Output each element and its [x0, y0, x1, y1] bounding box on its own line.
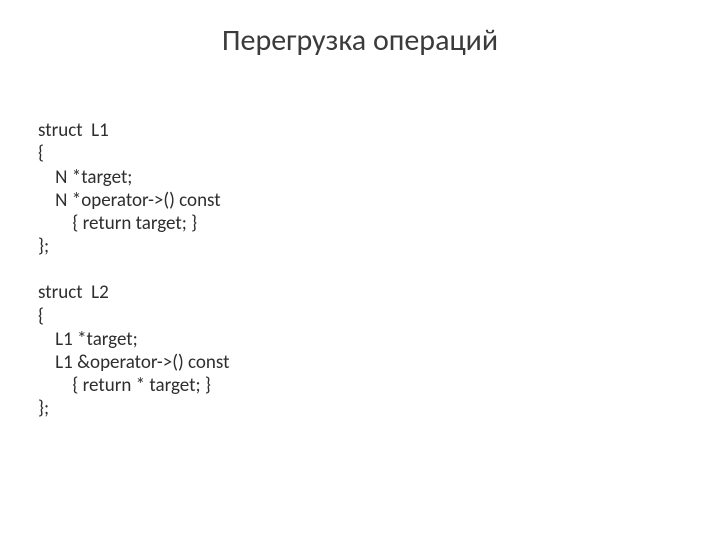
code-line: }; — [38, 235, 49, 258]
slide: Перегрузка операций struct L1 { N *targe… — [0, 0, 720, 540]
code-line: { return * target; } — [38, 374, 211, 397]
code-line: L1 *target; — [38, 328, 138, 351]
code-line: { — [38, 305, 44, 328]
code-line: }; — [38, 397, 49, 420]
code-line: N *operator->() const — [38, 189, 221, 212]
slide-title: Перегрузка операций — [0, 0, 720, 59]
code-line: L1 &operator->() const — [38, 351, 230, 374]
code-block: struct L1 { N *target; N *operator->() c… — [38, 96, 230, 420]
code-line: struct L2 — [38, 281, 109, 304]
code-line: N *target; — [38, 166, 132, 189]
code-line: { — [38, 142, 44, 165]
code-line: struct L1 — [38, 119, 109, 142]
code-line: { return target; } — [38, 212, 197, 235]
